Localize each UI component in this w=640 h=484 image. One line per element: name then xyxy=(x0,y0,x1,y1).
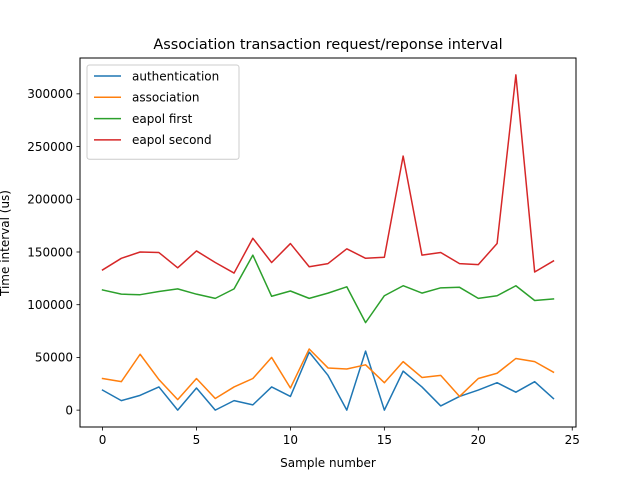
legend: authentication association eapol first eapo… xyxy=(86,64,240,160)
y-tick-label: 250000 xyxy=(27,140,73,154)
legend-label: authentication xyxy=(132,69,219,83)
y-tick-label: 0 xyxy=(65,403,73,417)
legend-label: eapol first xyxy=(132,112,193,126)
y-tick-label: 300000 xyxy=(27,87,73,101)
x-tick-label: 5 xyxy=(193,433,201,447)
axes-frame xyxy=(79,57,577,428)
series-line-association xyxy=(101,348,555,401)
axis-ticks: 0 5 10 15 20 25 0 50000 100000 150000 200000 250000… xyxy=(27,87,580,447)
legend-label: eapol second xyxy=(132,133,212,147)
x-tick-label: 15 xyxy=(377,433,392,447)
series-line-eapol-first xyxy=(101,254,555,324)
x-tick-label: 10 xyxy=(283,433,298,447)
y-tick-label: 200000 xyxy=(27,193,73,207)
x-tick-label: 25 xyxy=(565,433,580,447)
y-tick-label: 50000 xyxy=(35,351,73,365)
y-axis-label: Time interval (us) xyxy=(0,190,12,297)
x-axis-label: Sample number xyxy=(280,456,376,470)
series-lines xyxy=(101,74,555,411)
legend-box xyxy=(86,64,240,160)
legend-label: association xyxy=(132,91,199,105)
series-line-eapol-second xyxy=(101,74,555,274)
x-tick-label: 20 xyxy=(471,433,486,447)
y-tick-label: 100000 xyxy=(27,298,73,312)
series-line-authentication xyxy=(101,350,555,411)
x-tick-label: 0 xyxy=(99,433,107,447)
y-tick-label: 150000 xyxy=(27,245,73,259)
chart-title: Association transaction request/reponse … xyxy=(153,37,502,53)
